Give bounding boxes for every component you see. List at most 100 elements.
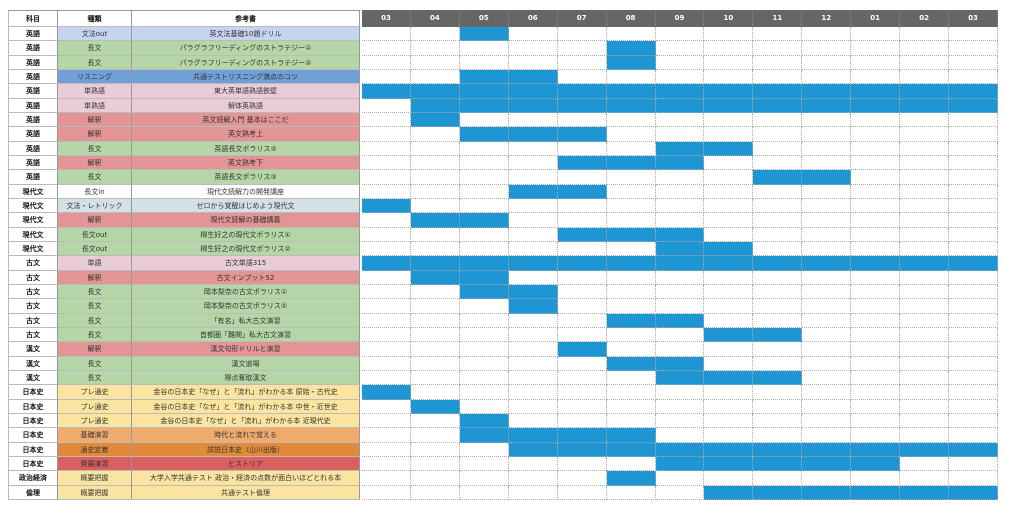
gantt-cell[interactable] xyxy=(606,299,656,314)
gantt-bar-cell[interactable] xyxy=(753,256,803,271)
gantt-bar-cell[interactable] xyxy=(704,370,754,386)
gantt-cell[interactable] xyxy=(900,284,950,300)
gantt-bar-cell[interactable] xyxy=(508,98,558,113)
gantt-cell[interactable] xyxy=(508,227,558,242)
gantt-cell[interactable] xyxy=(410,456,460,472)
gantt-cell[interactable] xyxy=(802,313,852,328)
gantt-cell[interactable] xyxy=(704,184,754,199)
gantt-cell[interactable] xyxy=(362,127,411,142)
gantt-cell[interactable] xyxy=(949,342,998,357)
gantt-cell[interactable] xyxy=(851,69,901,85)
cell-subject[interactable]: 日本史 xyxy=(8,399,58,414)
gantt-bar-cell[interactable] xyxy=(655,370,705,386)
gantt-cell[interactable] xyxy=(606,170,656,185)
gantt-bar-cell[interactable] xyxy=(949,84,998,99)
gantt-cell[interactable] xyxy=(851,27,901,42)
cell-kind[interactable]: 長文 xyxy=(58,370,132,386)
gantt-bar-cell[interactable] xyxy=(655,227,705,242)
gantt-bar-cell[interactable] xyxy=(704,256,754,271)
gantt-cell[interactable] xyxy=(802,213,852,228)
gantt-cell[interactable] xyxy=(851,399,901,414)
gantt-cell[interactable] xyxy=(655,399,705,414)
gantt-cell[interactable] xyxy=(900,69,950,85)
gantt-cell[interactable] xyxy=(851,227,901,242)
gantt-cell[interactable] xyxy=(508,356,558,371)
gantt-bar-cell[interactable] xyxy=(557,428,607,443)
gantt-cell[interactable] xyxy=(753,69,803,85)
gantt-cell[interactable] xyxy=(362,428,411,443)
cell-kind[interactable]: 長文in xyxy=(58,184,132,199)
gantt-cell[interactable] xyxy=(949,327,998,343)
gantt-cell[interactable] xyxy=(410,370,460,386)
gantt-cell[interactable] xyxy=(704,127,754,142)
gantt-cell[interactable] xyxy=(949,456,998,472)
gantt-cell[interactable] xyxy=(802,141,852,156)
gantt-cell[interactable] xyxy=(704,270,754,285)
cell-kind[interactable]: 長文 xyxy=(58,141,132,156)
gantt-cell[interactable] xyxy=(362,327,411,343)
gantt-bar-cell[interactable] xyxy=(655,98,705,113)
gantt-cell[interactable] xyxy=(949,112,998,128)
gantt-cell[interactable] xyxy=(900,213,950,228)
gantt-cell[interactable] xyxy=(802,127,852,142)
gantt-cell[interactable] xyxy=(949,198,998,214)
gantt-cell[interactable] xyxy=(655,41,705,56)
table-row[interactable]: 英語 リスニング 共通テストリスニング満点のコツ xyxy=(8,69,360,85)
gantt-cell[interactable] xyxy=(362,442,411,457)
gantt-bar-cell[interactable] xyxy=(704,485,754,500)
gantt-cell[interactable] xyxy=(557,112,607,128)
gantt-bar-cell[interactable] xyxy=(753,370,803,386)
gantt-cell[interactable] xyxy=(949,370,998,386)
gantt-bar-cell[interactable] xyxy=(753,442,803,457)
cell-kind[interactable]: 長文out xyxy=(58,241,132,257)
gantt-bar-cell[interactable] xyxy=(362,84,411,99)
gantt-cell[interactable] xyxy=(802,198,852,214)
gantt-bar-cell[interactable] xyxy=(508,428,558,443)
cell-kind[interactable]: 長文 xyxy=(58,41,132,56)
gantt-bar-cell[interactable] xyxy=(802,256,852,271)
gantt-cell[interactable] xyxy=(362,485,411,500)
gantt-cell[interactable] xyxy=(557,170,607,185)
gantt-bar-cell[interactable] xyxy=(508,256,558,271)
gantt-bar-cell[interactable] xyxy=(557,442,607,457)
gantt-cell[interactable] xyxy=(900,41,950,56)
cell-kind[interactable]: 解釈 xyxy=(58,127,132,142)
gantt-bar-cell[interactable] xyxy=(459,428,509,443)
gantt-cell[interactable] xyxy=(753,184,803,199)
table-row[interactable]: 漢文 長文 得点奪取漢文 xyxy=(8,370,360,386)
gantt-bar-cell[interactable] xyxy=(606,155,656,171)
gantt-cell[interactable] xyxy=(508,55,558,70)
gantt-cell[interactable] xyxy=(851,55,901,70)
gantt-cell[interactable] xyxy=(802,428,852,443)
gantt-bar-cell[interactable] xyxy=(900,256,950,271)
gantt-bar-cell[interactable] xyxy=(508,127,558,142)
cell-kind[interactable]: 解釈 xyxy=(58,213,132,228)
gantt-cell[interactable] xyxy=(900,184,950,199)
gantt-bar-cell[interactable] xyxy=(459,27,509,42)
cell-kind[interactable]: 長文 xyxy=(58,284,132,300)
gantt-bar-cell[interactable] xyxy=(802,98,852,113)
gantt-cell[interactable] xyxy=(949,270,998,285)
gantt-cell[interactable] xyxy=(851,299,901,314)
cell-subject[interactable]: 英語 xyxy=(8,170,58,185)
gantt-cell[interactable] xyxy=(851,213,901,228)
gantt-bar-cell[interactable] xyxy=(606,256,656,271)
cell-subject[interactable]: 古文 xyxy=(8,313,58,328)
gantt-cell[interactable] xyxy=(851,370,901,386)
gantt-cell[interactable] xyxy=(704,428,754,443)
gantt-cell[interactable] xyxy=(802,41,852,56)
gantt-cell[interactable] xyxy=(802,27,852,42)
gantt-cell[interactable] xyxy=(410,170,460,185)
gantt-cell[interactable] xyxy=(900,342,950,357)
table-row[interactable]: 英語 長文 英語長文ポラリス③ xyxy=(8,170,360,185)
gantt-cell[interactable] xyxy=(508,170,558,185)
gantt-cell[interactable] xyxy=(851,141,901,156)
gantt-cell[interactable] xyxy=(362,213,411,228)
gantt-cell[interactable] xyxy=(606,342,656,357)
gantt-cell[interactable] xyxy=(851,342,901,357)
gantt-cell[interactable] xyxy=(753,41,803,56)
gantt-bar-cell[interactable] xyxy=(851,256,901,271)
cell-book[interactable]: 解体英熟語 xyxy=(132,98,360,113)
gantt-cell[interactable] xyxy=(655,342,705,357)
gantt-bar-cell[interactable] xyxy=(949,98,998,113)
